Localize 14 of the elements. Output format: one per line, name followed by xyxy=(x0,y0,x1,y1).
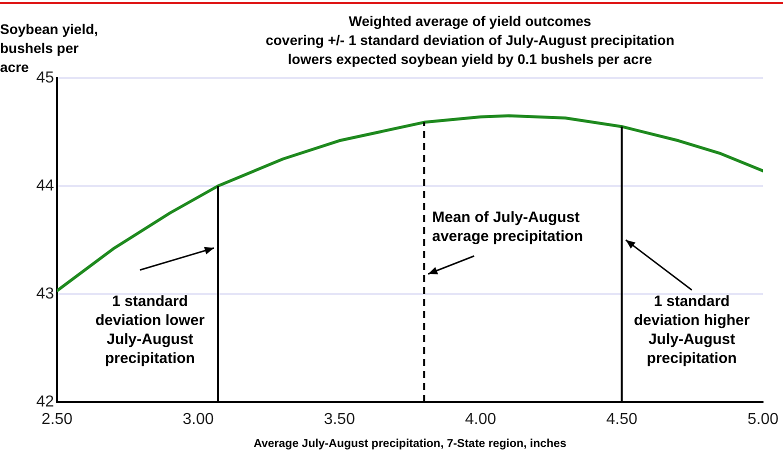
y-tick-label: 42 xyxy=(36,393,54,410)
ref-line-label: Mean of July-August average precipitation xyxy=(432,208,584,246)
y-tick-label: 44 xyxy=(36,177,54,194)
y-tick-label: 43 xyxy=(36,285,54,302)
x-tick-label: 3.00 xyxy=(182,411,214,428)
x-tick-label: 4.50 xyxy=(606,411,638,428)
ref-line-label: 1 standard deviation lower July-August precipitation xyxy=(94,292,206,368)
ref-line-label: 1 standard deviation higher July-August precipitation xyxy=(632,292,751,368)
x-tick-label: 2.50 xyxy=(41,411,73,428)
x-axis-title: Average July-August precipitation, 7-State region, inches xyxy=(252,438,568,450)
x-tick-label: 5.00 xyxy=(747,411,779,428)
x-tick-label: 4.00 xyxy=(465,411,496,428)
x-tick-label: 3.50 xyxy=(324,411,356,428)
chart-title: Weighted average of yield outcomes covering +/- 1 standard deviation of July-August precipitation lowers expected soybean yield by 0.1 bushels per acre xyxy=(264,12,676,69)
